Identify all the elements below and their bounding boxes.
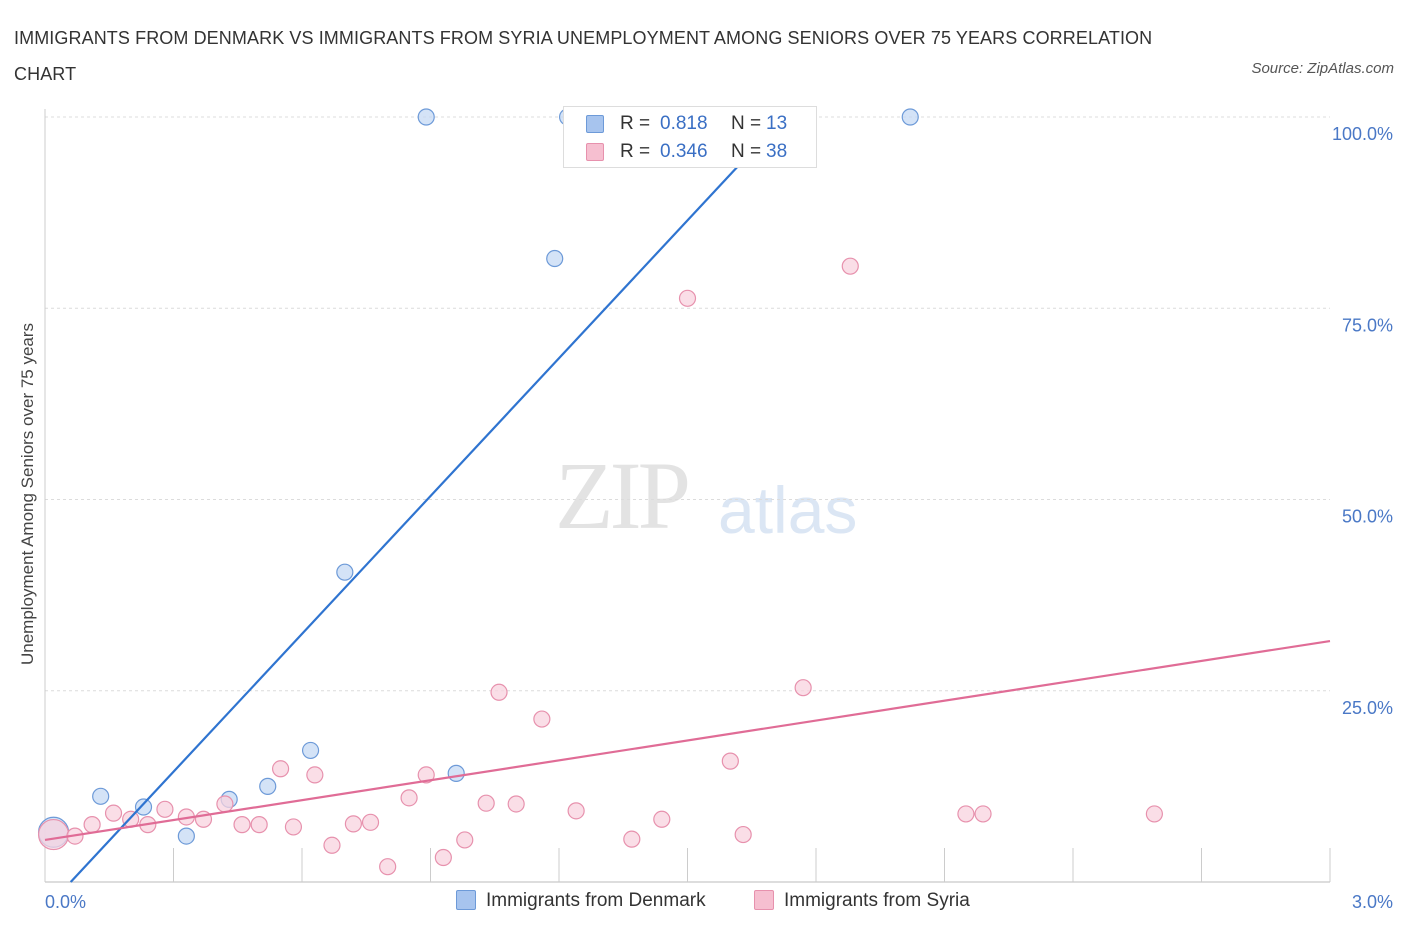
bottom-legend-swatch-denmark <box>456 890 476 910</box>
point-syria <box>974 805 992 823</box>
trend-line-syria <box>44 639 1331 842</box>
trend-line-denmark <box>69 127 774 883</box>
correlation-legend: R = 0.818 N = 13 R = 0.346 N = 38 <box>563 106 817 168</box>
y-tick-label: 100.0% <box>1332 124 1393 144</box>
bottom-legend-label-syria: Immigrants from Syria <box>784 890 970 911</box>
legend-n-value: 38 <box>766 141 788 162</box>
legend-r-value: 0.346 <box>660 141 708 162</box>
point-denmark <box>92 787 110 805</box>
watermark-zip: ZIP <box>555 442 691 549</box>
point-syria <box>216 795 234 813</box>
x-tick-label: 0.0% <box>45 892 86 912</box>
watermark-atlas: atlas <box>718 473 858 547</box>
point-denmark <box>177 827 195 845</box>
y-tick-label: 25.0% <box>1342 698 1393 718</box>
point-syria <box>507 795 525 813</box>
point-syria <box>1145 805 1163 823</box>
legend-n-value: 13 <box>766 113 788 134</box>
point-syria <box>344 815 362 833</box>
point-syria <box>477 794 495 812</box>
point-denmark <box>901 108 919 126</box>
point-denmark <box>447 764 465 782</box>
point-syria <box>734 825 752 844</box>
point-syria <box>794 679 812 697</box>
legend-r-value: 0.818 <box>660 113 708 134</box>
point-denmark <box>336 563 354 581</box>
point-syria <box>250 816 268 834</box>
point-denmark <box>134 798 153 816</box>
point-syria <box>490 683 508 701</box>
point-syria <box>434 848 452 867</box>
point-syria <box>284 818 303 836</box>
point-syria <box>417 766 435 784</box>
point-syria <box>721 752 739 770</box>
point-syria <box>83 816 101 834</box>
point-syria <box>678 289 697 307</box>
legend-r-label: R = <box>620 141 651 162</box>
point-syria <box>271 760 290 778</box>
point-denmark <box>259 777 277 795</box>
point-syria <box>533 710 551 728</box>
point-syria <box>623 830 641 848</box>
source-label: Source: ZipAtlas.com <box>1251 60 1394 77</box>
point-syria <box>653 810 671 828</box>
point-syria <box>306 766 324 784</box>
legend-swatch-denmark <box>586 115 604 133</box>
legend-r-label: R = <box>620 113 651 134</box>
point-denmark <box>301 741 320 760</box>
point-syria <box>456 831 474 849</box>
point-syria <box>323 836 341 854</box>
point-syria <box>400 789 418 807</box>
bottom-legend-denmark: Immigrants from Denmark <box>456 890 706 912</box>
legend-n-label: N = <box>731 113 762 134</box>
point-syria <box>104 804 123 822</box>
y-tick-label: 50.0% <box>1342 507 1393 527</box>
point-syria <box>379 858 397 876</box>
x-tick-label: 3.0% <box>1352 892 1393 912</box>
legend-swatch-syria <box>586 143 604 161</box>
point-denmark <box>546 249 564 268</box>
y-tick-label: 75.0% <box>1342 315 1393 335</box>
point-syria <box>361 813 380 831</box>
legend-n-label: N = <box>731 141 762 162</box>
point-syria <box>156 800 174 818</box>
point-syria <box>957 805 975 823</box>
point-syria <box>37 818 70 851</box>
point-denmark <box>417 108 435 126</box>
point-syria <box>567 802 585 820</box>
bottom-legend-swatch-syria <box>754 890 774 910</box>
bottom-legend-label-denmark: Immigrants from Denmark <box>486 890 706 911</box>
bottom-legend-syria: Immigrants from Syria <box>754 890 970 912</box>
chart-title: IMMIGRANTS FROM DENMARK VS IMMIGRANTS FR… <box>14 28 1153 84</box>
point-syria <box>841 257 859 275</box>
point-syria <box>233 816 251 834</box>
